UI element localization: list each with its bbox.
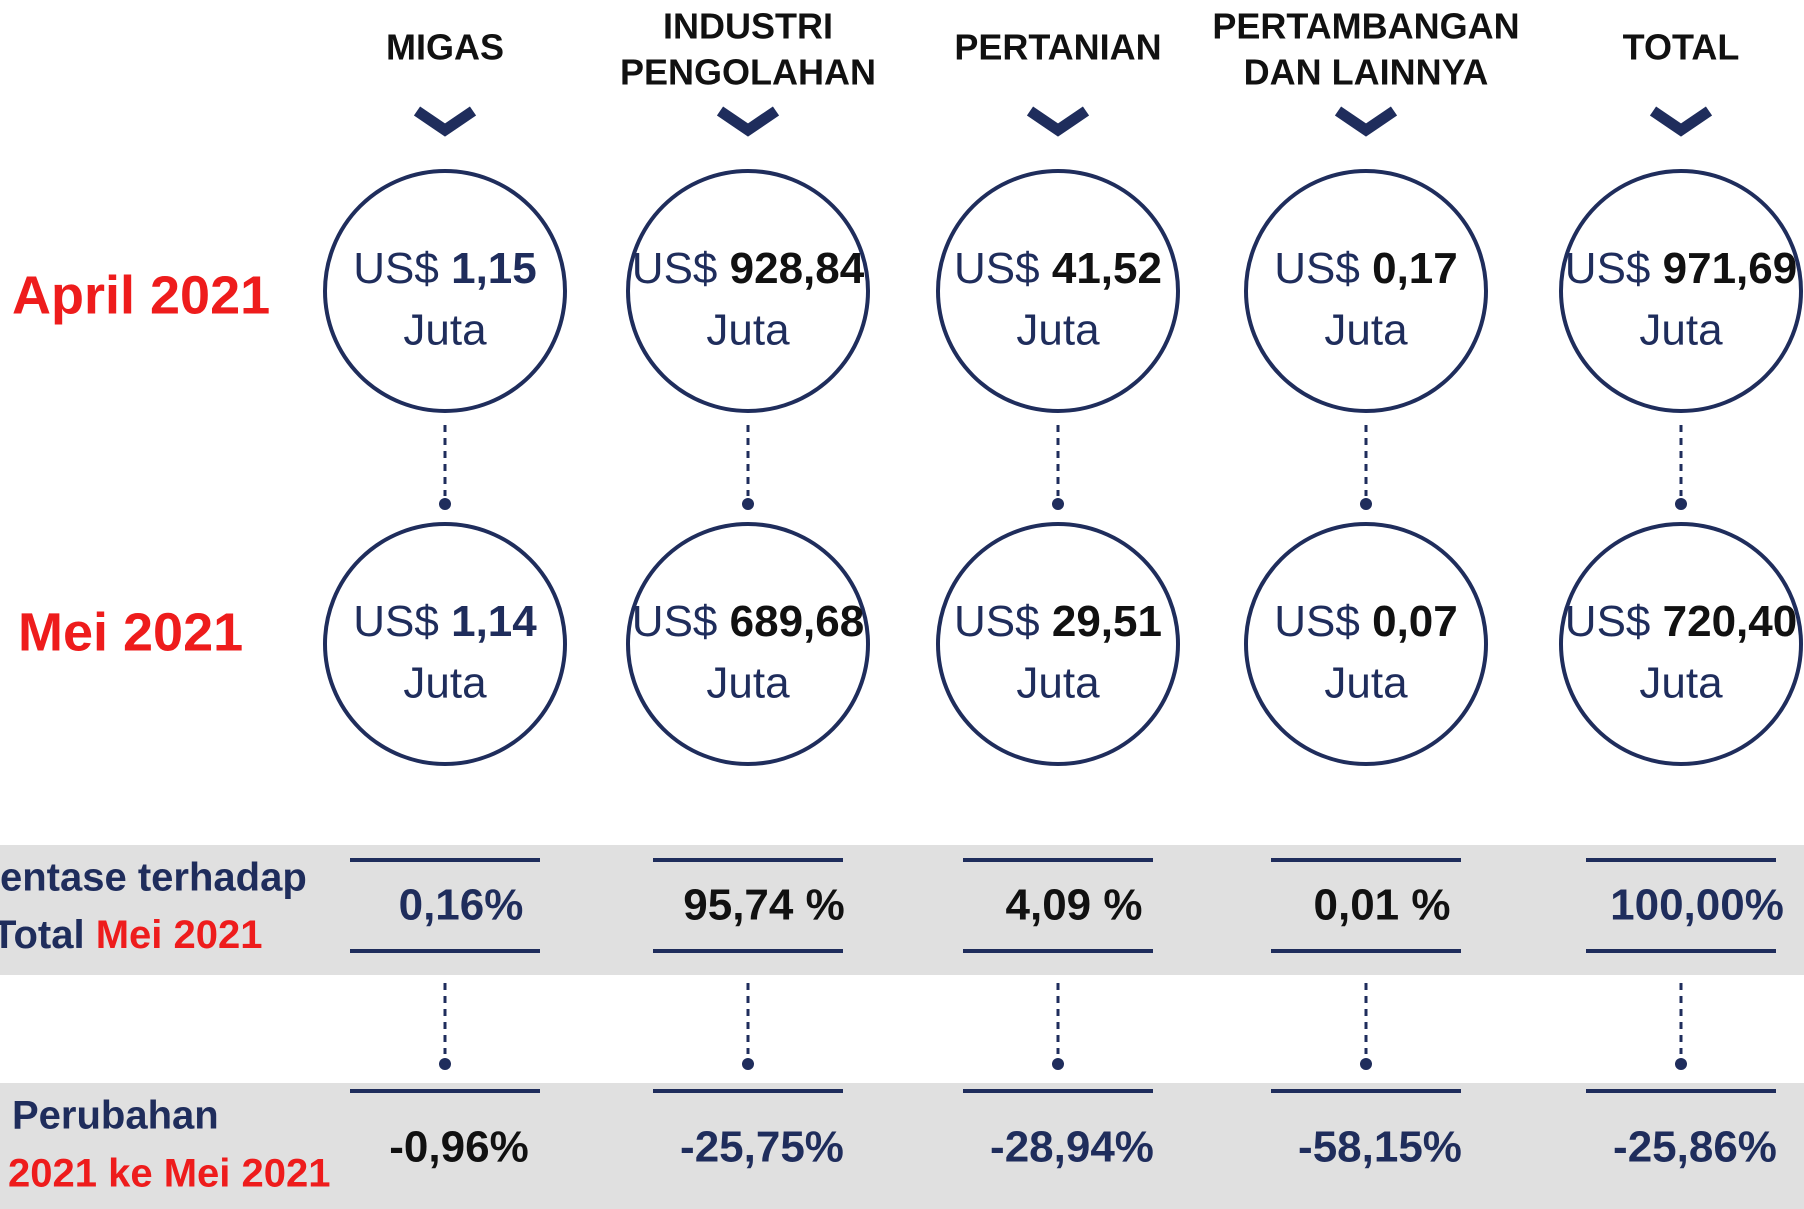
connector-dot <box>439 1058 451 1070</box>
change-value: -25,86% <box>1613 1123 1777 1172</box>
amount: 29,51 <box>1052 597 1162 646</box>
value-circle <box>1244 169 1488 413</box>
value-amount: US$ 928,84 <box>632 244 865 293</box>
column-header: TOTAL <box>1623 27 1740 68</box>
value-circle <box>1559 522 1803 766</box>
unit: Juta <box>706 306 790 355</box>
column-header: INDUSTRI <box>663 6 833 47</box>
share-label: Mei 2021 <box>96 913 263 957</box>
value-amount: US$ 720,40 <box>1565 597 1797 646</box>
unit: Juta <box>403 659 487 708</box>
share-band <box>0 845 1804 975</box>
change-value: -25,75% <box>680 1123 844 1172</box>
change-value: -58,15% <box>1298 1123 1462 1172</box>
amount: 928,84 <box>730 244 865 293</box>
value-amount: US$ 0,07 <box>1274 597 1457 646</box>
column-header: PENGOLAHAN <box>620 52 876 93</box>
change-value: -28,94% <box>990 1123 1154 1172</box>
connector-dot <box>1052 498 1064 510</box>
value-amount: US$ 971,69 <box>1565 244 1797 293</box>
connector-dot <box>742 1058 754 1070</box>
row-label: April 2021 <box>12 265 270 325</box>
unit: Juta <box>1639 659 1723 708</box>
amount: 971,69 <box>1663 244 1798 293</box>
currency: US$ <box>1274 244 1360 293</box>
amount: 0,07 <box>1372 597 1458 646</box>
value-amount: US$ 41,52 <box>954 244 1162 293</box>
connector-dot <box>1675 1058 1687 1070</box>
unit: Juta <box>1324 659 1408 708</box>
column-header: MIGAS <box>386 27 504 68</box>
column-header: DAN LAINNYA <box>1244 52 1489 93</box>
value-circle <box>936 522 1180 766</box>
currency: US$ <box>1565 597 1651 646</box>
value-circle <box>323 169 567 413</box>
share-value: 0,16% <box>399 881 524 930</box>
unit: Juta <box>706 659 790 708</box>
share-value: 95,74 % <box>683 881 844 930</box>
currency: US$ <box>353 597 439 646</box>
value-circle <box>323 522 567 766</box>
connector-dot <box>1052 1058 1064 1070</box>
value-amount: US$ 29,51 <box>954 597 1162 646</box>
chevron <box>1334 106 1398 137</box>
share-value: 100,00% <box>1610 881 1784 930</box>
unit: Juta <box>1324 306 1408 355</box>
share-label: entase terhadap <box>0 856 307 900</box>
currency: US$ <box>632 597 718 646</box>
currency: US$ <box>1274 597 1360 646</box>
chevron <box>1649 106 1713 137</box>
unit: Juta <box>1639 306 1723 355</box>
value-circle <box>626 169 870 413</box>
unit: Juta <box>1016 659 1100 708</box>
currency: US$ <box>632 244 718 293</box>
row-label: Mei 2021 <box>18 602 243 662</box>
currency: US$ <box>1565 244 1651 293</box>
amount: 720,40 <box>1663 597 1798 646</box>
column-header: PERTAMBANGAN <box>1212 6 1519 47</box>
change-label: Perubahan <box>12 1094 219 1138</box>
value-amount: US$ 1,14 <box>353 597 537 646</box>
value-amount: US$ 1,15 <box>353 244 536 293</box>
amount: 689,68 <box>730 597 865 646</box>
value-amount: US$ 689,68 <box>632 597 864 646</box>
connector-dot <box>1675 498 1687 510</box>
value-circle <box>1559 169 1803 413</box>
column-header: PERTANIAN <box>954 27 1161 68</box>
share-label: Total <box>0 913 85 957</box>
share-value: 4,09 % <box>1006 881 1143 930</box>
value-circle <box>936 169 1180 413</box>
amount: 41,52 <box>1052 244 1162 293</box>
amount: 1,14 <box>451 597 537 646</box>
connector-dot <box>742 498 754 510</box>
value-circle <box>1244 522 1488 766</box>
connector-dot <box>439 498 451 510</box>
change-label: 2021 ke Mei 2021 <box>8 1152 330 1196</box>
unit: Juta <box>403 306 487 355</box>
value-circle <box>626 522 870 766</box>
share-label: Total Mei 2021 <box>0 913 262 957</box>
share-value: 0,01 % <box>1314 881 1451 930</box>
value-amount: US$ 0,17 <box>1274 244 1457 293</box>
chevron <box>716 106 780 137</box>
connector-dot <box>1360 1058 1372 1070</box>
chevron <box>413 106 477 137</box>
unit: Juta <box>1016 306 1100 355</box>
currency: US$ <box>954 597 1040 646</box>
amount: 1,15 <box>451 244 537 293</box>
connector-dot <box>1360 498 1372 510</box>
change-band <box>0 1083 1804 1209</box>
currency: US$ <box>954 244 1040 293</box>
change-value: -0,96% <box>389 1123 528 1172</box>
chevron <box>1026 106 1090 137</box>
currency: US$ <box>353 244 439 293</box>
amount: 0,17 <box>1372 244 1458 293</box>
